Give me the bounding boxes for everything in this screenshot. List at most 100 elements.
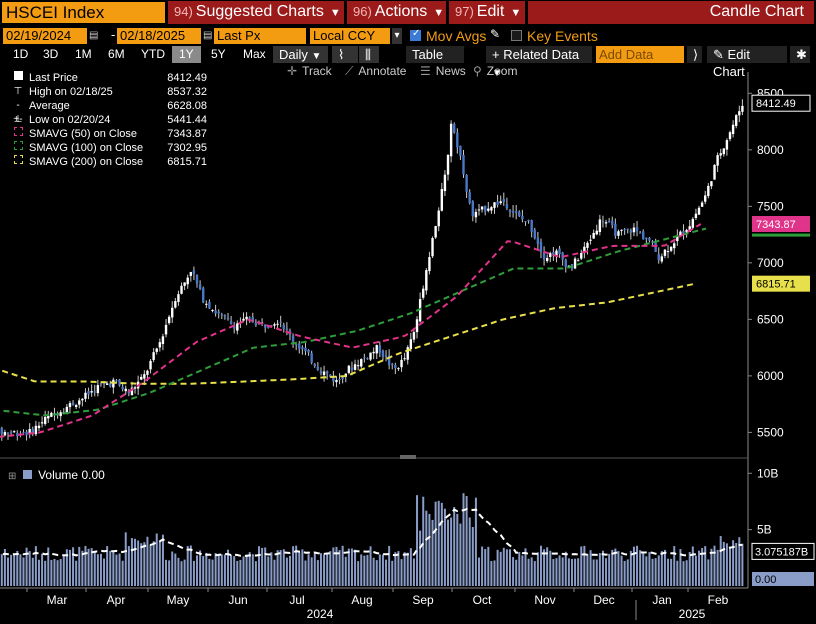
- candle-body: [146, 370, 149, 375]
- pane-resize-handle[interactable]: [400, 455, 416, 459]
- suggested-charts-menu[interactable]: 94) Suggested Charts ▼: [168, 1, 344, 24]
- annotate-tool[interactable]: ⟋ Annotate: [345, 64, 406, 79]
- calendar-icon[interactable]: ▤: [203, 30, 213, 41]
- volume-bar: [741, 543, 744, 586]
- period-max[interactable]: Max: [243, 47, 266, 61]
- volume-bar: [732, 540, 735, 586]
- volume-bar: [344, 556, 347, 586]
- volume-bar: [515, 559, 518, 586]
- candle-chart-icon[interactable]: ⫼: [359, 46, 379, 63]
- volume-bar: [443, 508, 446, 586]
- edit-chart-button[interactable]: ✎ Edit Chart: [707, 46, 787, 79]
- volume-bar: [261, 547, 264, 586]
- period-1m[interactable]: 1M: [75, 47, 92, 61]
- candle-body: [99, 383, 103, 385]
- candle-body: [217, 311, 220, 314]
- candle-body: [542, 252, 546, 260]
- volume-bar: [31, 557, 34, 586]
- candle-body: [443, 174, 447, 192]
- field-select[interactable]: Last Px: [214, 28, 306, 44]
- candle-body: [202, 288, 205, 303]
- currency-select[interactable]: Local CCY: [310, 28, 390, 44]
- candle-body: [626, 228, 629, 230]
- volume-bar: [332, 547, 335, 586]
- candle-body: [629, 230, 633, 233]
- volume-bar: [56, 560, 59, 586]
- period-3d[interactable]: 3D: [43, 47, 59, 61]
- period-ytd[interactable]: YTD: [141, 47, 165, 61]
- volume-bar: [707, 559, 710, 586]
- candle-body: [521, 215, 524, 220]
- mov-avgs-checkbox[interactable]: [410, 28, 421, 41]
- candle-body: [446, 154, 450, 175]
- volume-bar: [456, 513, 459, 586]
- end-date-input[interactable]: 02/18/2025: [117, 28, 201, 44]
- volume-bar: [130, 538, 133, 586]
- volume-bar: [663, 549, 666, 586]
- add-data-input[interactable]: Add Data: [596, 46, 684, 63]
- volume-bar: [205, 552, 208, 586]
- candle-body: [294, 343, 298, 345]
- link-icon[interactable]: ⟩: [687, 46, 702, 63]
- track-tool[interactable]: ✛ Track: [287, 64, 332, 78]
- volume-bar: [350, 548, 353, 586]
- candle-body: [604, 222, 608, 224]
- average-marker-icon: -+-: [13, 100, 23, 125]
- volume-bar: [676, 560, 679, 586]
- candle-body: [387, 355, 391, 365]
- candle-body: [707, 185, 710, 197]
- candle-body: [704, 195, 707, 202]
- volume-bar: [605, 558, 608, 586]
- volume-bar: [109, 550, 112, 586]
- volume-bar: [543, 549, 546, 586]
- candle-body: [6, 432, 10, 434]
- line-chart-icon[interactable]: ⌇: [332, 46, 358, 63]
- volume-bar: [546, 547, 549, 586]
- gear-icon[interactable]: ✱: [790, 46, 810, 63]
- candle-body: [415, 319, 419, 333]
- frequency-select[interactable]: Daily ▼: [273, 46, 328, 63]
- edit-menu[interactable]: 97) Edit ▼: [449, 1, 525, 24]
- volume-bar: [440, 502, 443, 586]
- candle-body: [434, 226, 437, 238]
- candle-body: [233, 325, 236, 329]
- candle-body: [68, 403, 72, 408]
- zoom-tool[interactable]: ⚲ Zoom: [473, 64, 517, 78]
- actions-menu[interactable]: 96) Actions ▼: [347, 1, 446, 24]
- volume-bar: [208, 558, 211, 586]
- volume-bar: [137, 540, 140, 586]
- month-label: Apr: [107, 593, 126, 607]
- volume-bar: [196, 555, 199, 586]
- volume-bar: [716, 549, 719, 586]
- related-data-button[interactable]: + Related Data ▼: [486, 46, 592, 79]
- candle-body: [502, 199, 505, 202]
- start-date-input[interactable]: 02/19/2024: [3, 28, 87, 44]
- candle-body: [462, 154, 465, 175]
- candle-body: [74, 405, 78, 408]
- volume-bar: [158, 540, 161, 586]
- period-5y[interactable]: 5Y: [211, 47, 226, 61]
- ticker-field[interactable]: HSCEI Index: [2, 2, 165, 23]
- news-tool[interactable]: ☰ News: [420, 64, 466, 78]
- candle-body: [598, 219, 602, 233]
- candle-body: [319, 371, 323, 374]
- candle-body: [422, 288, 425, 298]
- collapse-icon[interactable]: ⊞: [8, 471, 17, 482]
- key-events-checkbox[interactable]: [511, 30, 522, 41]
- period-1y[interactable]: 1Y: [172, 46, 201, 63]
- candle-body: [198, 284, 202, 290]
- candle-body: [329, 374, 332, 377]
- table-button[interactable]: Table: [406, 46, 464, 63]
- price-tick-label: 7000: [757, 256, 784, 270]
- chevron-down-icon[interactable]: ▾: [392, 28, 402, 44]
- white-square-icon: [12, 71, 24, 85]
- period-6m[interactable]: 6M: [108, 47, 125, 61]
- calendar-icon[interactable]: ▤: [89, 30, 99, 41]
- period-1d[interactable]: 1D: [13, 47, 29, 61]
- moving-averages: [0, 223, 707, 438]
- volume-last-tag-bg: [752, 572, 814, 586]
- volume-bar: [22, 557, 25, 586]
- pencil-icon[interactable]: ✎: [490, 27, 501, 41]
- volume-bar: [112, 551, 115, 586]
